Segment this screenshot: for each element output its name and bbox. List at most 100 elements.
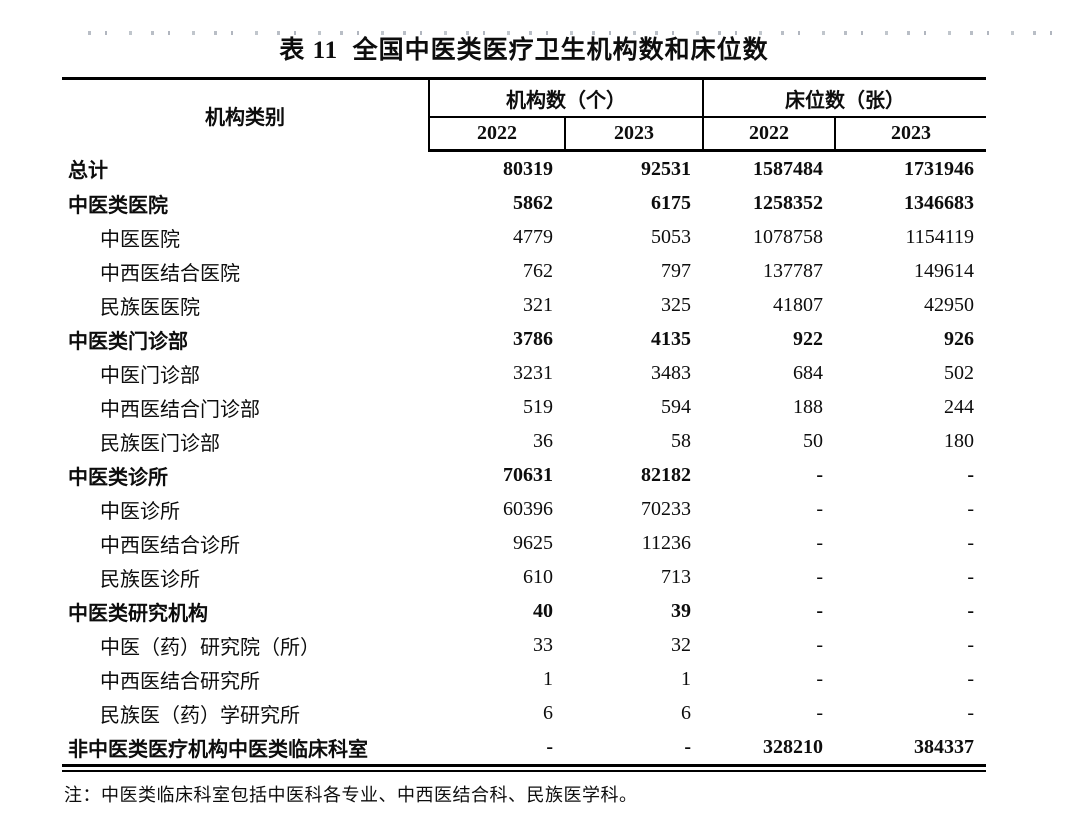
table-row: 中西医结合诊所 9625 11236 - -	[62, 526, 986, 560]
value-cell: 1	[543, 667, 553, 690]
value-cell: 6	[543, 701, 553, 724]
col-header-category: 机构类别	[62, 78, 430, 151]
row-label: 中医诊所	[100, 500, 180, 523]
row-label: 中西医结合门诊部	[100, 398, 260, 421]
value-cell: -	[967, 633, 974, 656]
value-cell: 1346683	[904, 191, 974, 214]
value-cell: 1154119	[905, 225, 974, 248]
value-cell: 325	[661, 293, 691, 316]
value-cell: 137787	[763, 259, 823, 282]
table-row: 中医门诊部 3231 3483 684 502	[62, 356, 986, 390]
value-cell: 42950	[924, 293, 974, 316]
value-cell: 32	[671, 633, 691, 656]
value-cell: 3483	[651, 361, 691, 384]
value-cell: 5053	[651, 225, 691, 248]
value-cell: -	[816, 531, 823, 554]
row-label: 中西医结合诊所	[100, 534, 240, 557]
value-cell: 1258352	[753, 191, 823, 214]
value-cell: 1078758	[753, 225, 823, 248]
value-cell: 3231	[513, 361, 553, 384]
value-cell: 80319	[503, 157, 553, 180]
row-label: 中医类医院	[68, 194, 168, 217]
value-cell: 41807	[773, 293, 823, 316]
row-label: 中西医结合医院	[100, 262, 240, 285]
value-cell: 519	[523, 395, 553, 418]
value-cell: 610	[523, 565, 553, 588]
value-cell: 50	[803, 429, 823, 452]
table-row: 中医医院 4779 5053 1078758 1154119	[62, 220, 986, 254]
table-row: 中医类医院 5862 6175 1258352 1346683	[62, 186, 986, 220]
value-cell: 713	[661, 565, 691, 588]
table-row: 中西医结合研究所 1 1 - -	[62, 662, 986, 696]
row-label: 民族医医院	[100, 296, 200, 319]
value-cell: 70233	[641, 497, 691, 520]
value-cell: 36	[533, 429, 553, 452]
row-label: 民族医（药）学研究所	[100, 704, 300, 727]
table-row: 民族医诊所 610 713 - -	[62, 560, 986, 594]
value-cell: -	[967, 701, 974, 724]
table-row: 中医类门诊部 3786 4135 922 926	[62, 322, 986, 356]
row-label: 中医（药）研究院（所）	[100, 636, 320, 659]
col-header-beds-2022: 2022	[702, 117, 835, 152]
col-header-institutions-2023: 2023	[564, 117, 703, 152]
value-cell: -	[967, 497, 974, 520]
value-cell: -	[816, 565, 823, 588]
table-title: 表 11 全国中医类医疗卫生机构数和床位数	[279, 37, 769, 64]
stats-table: 机构类别 机构数（个） 床位数（张） 2022 2023 2022 2023 总…	[62, 77, 986, 767]
value-cell: -	[816, 463, 823, 486]
value-cell: 6	[681, 701, 691, 724]
value-cell: 70631	[503, 463, 553, 486]
col-group-institutions: 机构数（个）	[429, 78, 704, 118]
value-cell: -	[967, 599, 974, 622]
table-bottom-rule	[62, 770, 986, 772]
value-cell: 1	[681, 667, 691, 690]
col-header-institutions-2022: 2022	[429, 117, 565, 152]
value-cell: 5862	[513, 191, 553, 214]
value-cell: 33	[533, 633, 553, 656]
value-cell: 40	[533, 599, 553, 622]
cropped-text-remnant	[88, 31, 1073, 35]
row-label: 中西医结合研究所	[100, 670, 260, 693]
value-cell: -	[967, 463, 974, 486]
table-row: 民族医门诊部 36 58 50 180	[62, 424, 986, 458]
table-row: 中医类研究机构 40 39 - -	[62, 594, 986, 628]
value-cell: 188	[793, 395, 823, 418]
row-label: 中医类诊所	[68, 466, 168, 489]
value-cell: 149614	[914, 259, 974, 282]
value-cell: 922	[793, 327, 823, 350]
value-cell: 92531	[641, 157, 691, 180]
value-cell: -	[967, 531, 974, 554]
value-cell: -	[684, 735, 691, 758]
table-row: 中医诊所 60396 70233 - -	[62, 492, 986, 526]
value-cell: -	[967, 667, 974, 690]
row-label: 中医医院	[100, 228, 180, 251]
value-cell: 1587484	[753, 157, 823, 180]
row-label: 总计	[68, 159, 108, 182]
col-group-beds: 床位数（张）	[703, 78, 986, 118]
header-group-row: 机构类别 机构数（个） 床位数（张）	[62, 78, 986, 151]
value-cell: 180	[944, 429, 974, 452]
value-cell: 11236	[641, 531, 691, 554]
value-cell: -	[816, 599, 823, 622]
value-cell: 797	[661, 259, 691, 282]
value-cell: 39	[671, 599, 691, 622]
col-header-beds-2023: 2023	[834, 117, 986, 152]
value-cell: 594	[661, 395, 691, 418]
value-cell: 6175	[651, 191, 691, 214]
value-cell: 762	[523, 259, 553, 282]
value-cell: 244	[944, 395, 974, 418]
value-cell: 328210	[763, 735, 823, 758]
value-cell: -	[967, 565, 974, 588]
value-cell: 684	[793, 361, 823, 384]
table-body: 总计 80319 92531 1587484 1731946 中医类医院 5862 6175 1…	[62, 151, 986, 766]
table-header: 机构类别 机构数（个） 床位数（张） 2022 2023 2022 2023	[62, 78, 986, 152]
header-years-row: 2022 2023 2022 2023	[62, 117, 986, 152]
table-row: 总计 80319 92531 1587484 1731946	[62, 151, 986, 187]
value-cell: 926	[944, 327, 974, 350]
value-cell: 384337	[914, 735, 974, 758]
table-row: 民族医（药）学研究所 6 6 - -	[62, 696, 986, 730]
table-row: 中医（药）研究院（所） 33 32 - -	[62, 628, 986, 662]
table-row: 中西医结合门诊部 519 594 188 244	[62, 390, 986, 424]
table-row: 中西医结合医院 762 797 137787 149614	[62, 254, 986, 288]
row-label: 中医类门诊部	[68, 330, 188, 353]
